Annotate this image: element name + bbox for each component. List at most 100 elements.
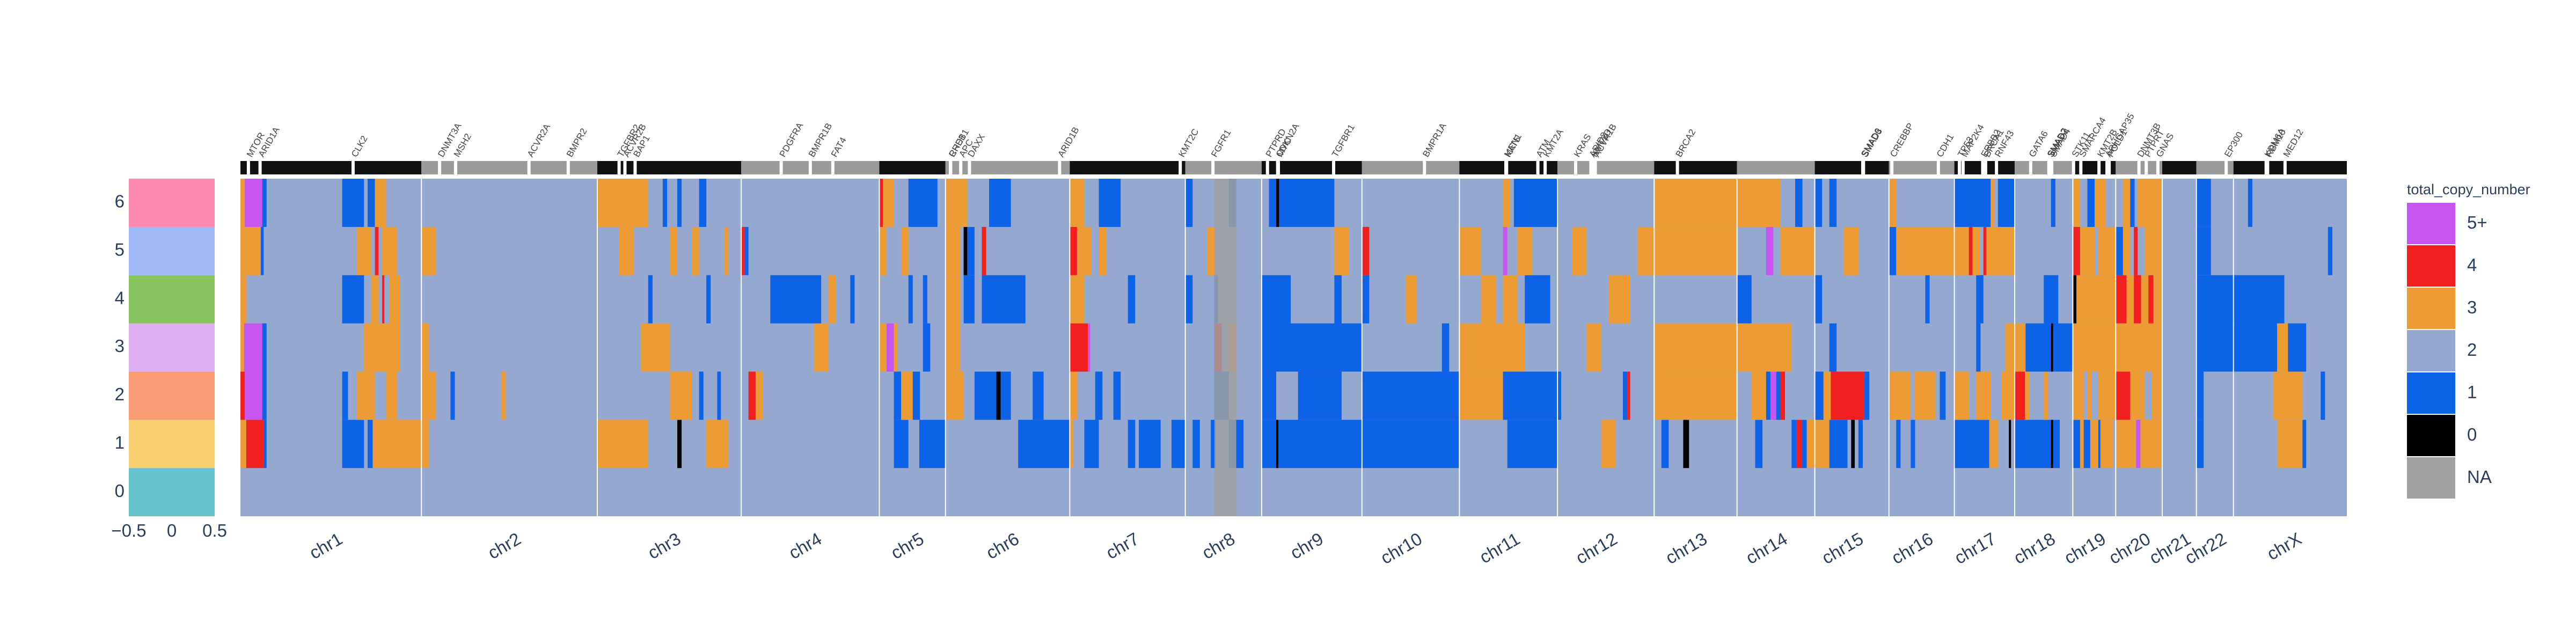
cn-segment (1954, 226, 1969, 275)
cn-segment (368, 420, 373, 469)
cn-segment (1033, 371, 1044, 420)
cn-segment (246, 275, 262, 324)
cn-segment (974, 371, 997, 420)
gene-rail-chromosome-band (1889, 161, 1955, 174)
cn-segment (2053, 323, 2073, 372)
cn-segment (1911, 420, 1915, 469)
cn-segment (2015, 420, 2051, 469)
track-panel: 0 1 2 3 4 5 6 −0.5 0 0.5 (111, 179, 227, 540)
cn-segment (2073, 420, 2080, 469)
gene-rail-chromosome-band (597, 161, 742, 174)
cn-segment (2044, 371, 2048, 420)
cn-segment (724, 226, 728, 275)
cn-segment (1838, 371, 1864, 420)
cn-segment (1507, 420, 1558, 469)
cn-segment (1989, 420, 1998, 469)
cn-segment (1503, 226, 1507, 275)
cn-segment (1128, 420, 1136, 469)
legend-swatch (2407, 288, 2455, 329)
cn-segment (382, 275, 385, 324)
cn-segment (2273, 371, 2303, 420)
gene-label: ACVR2A (525, 122, 553, 159)
gene-tick (1593, 161, 1597, 174)
cn-segment (963, 275, 975, 324)
gene-tick (1589, 161, 1593, 174)
cn-segment (2098, 226, 2116, 275)
gene-tick (1276, 161, 1279, 174)
gene-tick (1981, 161, 1985, 174)
chromosome-label: chr10 (1377, 529, 1425, 568)
chromosome-label: chr3 (644, 529, 684, 563)
cn-segment (2328, 226, 2332, 275)
cn-segment (342, 179, 364, 227)
cn-segment (945, 226, 960, 275)
cn-segment (1572, 226, 1587, 275)
cn-segment (1503, 371, 1558, 420)
cn-segment (245, 226, 261, 275)
cn-segment (912, 371, 920, 420)
cn-segment (741, 226, 745, 275)
cn-segment (2090, 420, 2098, 469)
legend-swatch (2407, 203, 2455, 244)
cn-segment (919, 420, 946, 469)
legend-label: 0 (2467, 425, 2477, 444)
cn-segment (692, 226, 699, 275)
cn-segment (262, 323, 267, 372)
legend-swatch (2407, 372, 2455, 414)
gene-tick (351, 161, 355, 174)
cn-segment (1829, 179, 1837, 227)
cn-segment (2277, 323, 2288, 372)
cn-segment (699, 179, 707, 227)
cn-segment (641, 323, 670, 372)
cn-segment (421, 226, 436, 275)
gene-tick (2105, 161, 2109, 174)
cn-segment (2051, 420, 2053, 469)
cn-segment (2095, 179, 2106, 227)
gene-tick (2079, 161, 2083, 174)
gene-tick (1574, 161, 1578, 174)
cn-segment (240, 323, 244, 372)
gene-label: FGFR1 (1209, 128, 1233, 159)
cn-segment (1070, 226, 1077, 275)
cn-segment (1654, 226, 1737, 275)
legend-label: 1 (2467, 382, 2477, 402)
cn-segment (2080, 226, 2095, 275)
cn-segment (1940, 371, 1946, 420)
cn-segment (342, 420, 364, 469)
cn-segment (597, 420, 648, 469)
cn-segment (2152, 371, 2162, 420)
cn-segment (1997, 179, 2015, 227)
cn-segment (879, 323, 887, 372)
gene-tick (1265, 161, 1269, 174)
cn-segment (1954, 371, 1969, 420)
gene-tick (2137, 161, 2141, 174)
cn-segment (670, 226, 677, 275)
gene-label: BRCA2 (1674, 127, 1698, 159)
chromosome-label: chr19 (2061, 529, 2109, 568)
cn-segment (1099, 226, 1107, 275)
gene-rail-chromosome-band (1362, 161, 1460, 174)
cn-segment (245, 179, 262, 227)
cn-segment (240, 275, 246, 324)
cn-segment (2053, 420, 2060, 469)
gene-label: BMPR1A (1421, 121, 1448, 159)
legend: total_copy_number 5+ 4 3 2 1 0 NA (2407, 181, 2530, 499)
cn-segment (887, 323, 894, 372)
gene-tick (617, 161, 621, 174)
legend-swatch (2407, 245, 2455, 287)
gene-tick (779, 161, 783, 174)
gene-tick (2224, 161, 2228, 174)
cn-segment (2083, 420, 2090, 469)
cn-segment (814, 323, 829, 372)
gene-tick (1862, 161, 1865, 174)
cn-segment (2009, 420, 2011, 469)
gene-tick (453, 161, 457, 174)
cn-segment (1018, 420, 1070, 469)
cn-segment (2051, 179, 2055, 227)
cn-segment (908, 179, 938, 227)
cn-segment (982, 275, 1026, 324)
cn-segment (2073, 179, 2080, 227)
cn-segment (648, 275, 653, 324)
cn-segment (945, 179, 968, 227)
chromosome-label: chr2 (485, 529, 524, 563)
